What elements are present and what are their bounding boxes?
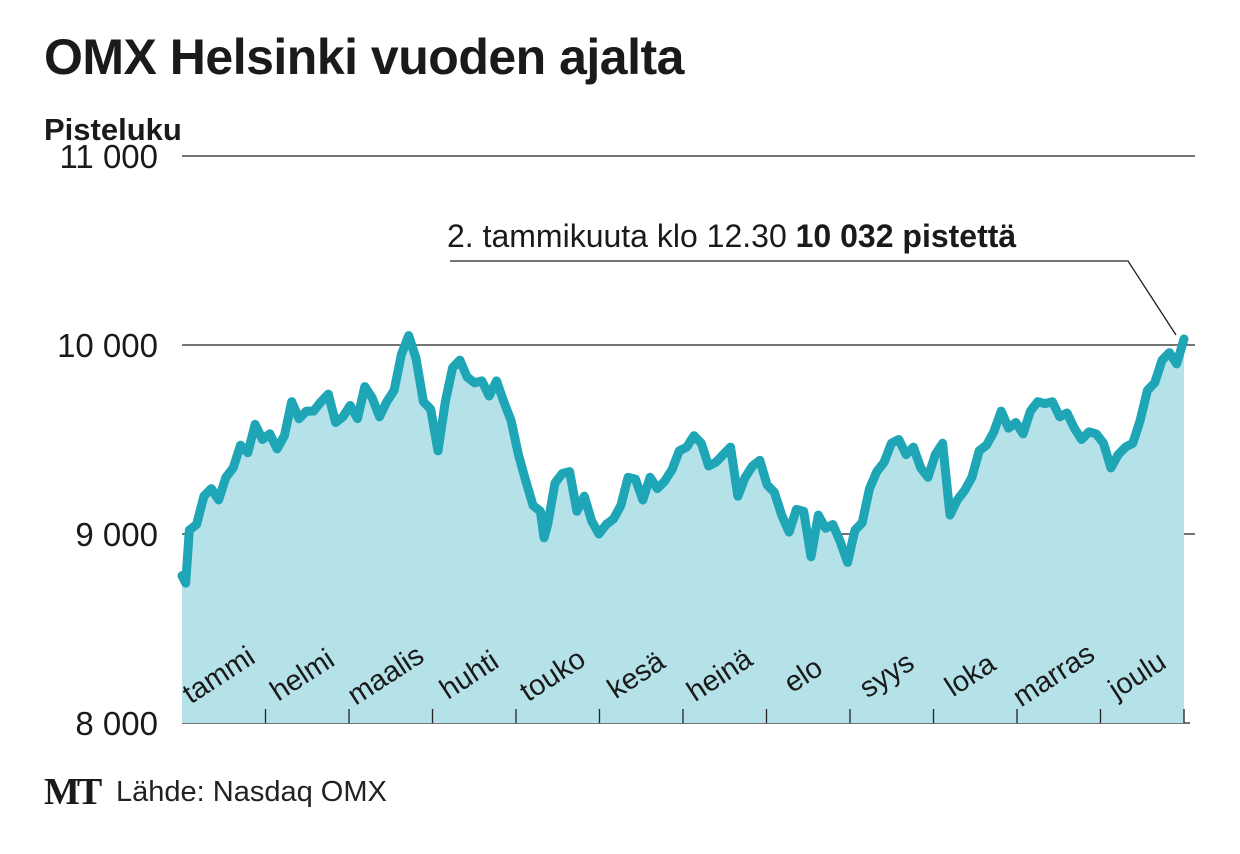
source-note: Lähde: Nasdaq OMX xyxy=(116,776,387,808)
y-tick-label-8000: 8 000 xyxy=(75,705,158,742)
annotation-date: 2. tammikuuta klo 12.30 xyxy=(447,218,796,254)
y-tick-label-10000: 10 000 xyxy=(57,327,158,364)
annotation-label: 2. tammikuuta klo 12.30 10 032 pistettä xyxy=(447,218,1016,254)
y-axis-unit-label: Pisteluku xyxy=(44,112,182,147)
y-tick-label-11000: 11 000 xyxy=(60,138,158,175)
annotation-value: 10 032 pistettä xyxy=(796,218,1017,254)
y-tick-labels: 8 000 9 000 10 000 11 000 xyxy=(57,138,158,742)
annotation-group: 2. tammikuuta klo 12.30 10 032 pistettä xyxy=(447,218,1177,336)
annotation-leader-line xyxy=(450,260,1177,336)
chart-title: OMX Helsinki vuoden ajalta xyxy=(44,29,684,85)
mt-logo: MT xyxy=(44,771,102,813)
data-series-line xyxy=(177,331,1189,588)
y-tick-label-9000: 9 000 xyxy=(75,516,158,553)
